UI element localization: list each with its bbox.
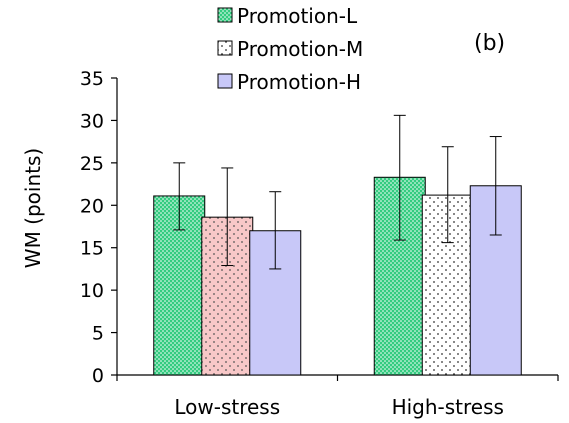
y-tick-label: 15	[80, 238, 104, 260]
legend-swatch-promotion-h	[217, 73, 233, 89]
legend-swatch-promotion-l	[217, 7, 233, 23]
legend-item-promotion-l: Promotion-L	[217, 4, 358, 28]
legend: Promotion-L Promotion-M Promotion-H	[217, 4, 363, 94]
legend-item-promotion-h: Promotion-H	[217, 70, 361, 94]
y-tick-label: 35	[80, 68, 104, 90]
bars	[153, 176, 522, 376]
y-axis-label: WM (points)	[21, 148, 45, 268]
legend-item-promotion-m: Promotion-M	[217, 37, 363, 61]
legend-swatch-promotion-m	[217, 40, 233, 56]
y-tick-label: 25	[80, 153, 104, 175]
x-category-label: Low-stress	[174, 395, 280, 419]
y-tick-label: 20	[80, 195, 104, 217]
y-tick-label: 10	[80, 280, 104, 302]
legend-label-promotion-l: Promotion-L	[237, 4, 358, 28]
error-bars	[173, 114, 502, 270]
legend-label-promotion-m: Promotion-M	[237, 37, 363, 61]
axes: 0 5 10 15 20 25 30 35 Low-stress High-stress	[80, 68, 559, 419]
y-tick-label: 5	[92, 323, 104, 345]
y-tick-label: 30	[80, 110, 104, 132]
y-tick-label: 0	[92, 365, 104, 387]
x-category-label: High-stress	[392, 395, 504, 419]
legend-label-promotion-h: Promotion-H	[237, 70, 361, 94]
panel-label: (b)	[474, 31, 505, 56]
